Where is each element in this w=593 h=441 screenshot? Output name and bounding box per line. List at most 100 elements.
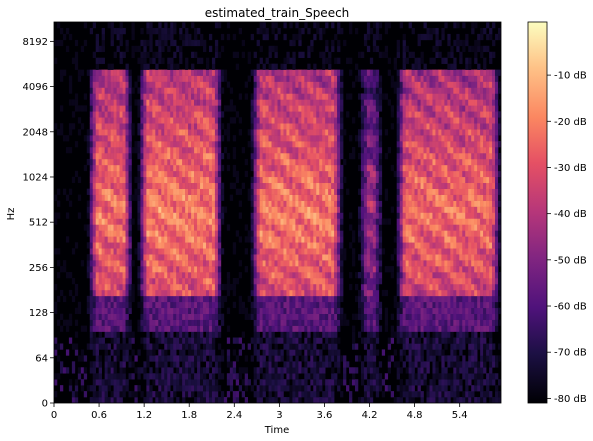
spectrogram-cell — [173, 307, 177, 314]
spectrogram-cell — [119, 158, 123, 166]
spectrogram-cell — [229, 361, 234, 368]
spectrogram-cell — [205, 87, 210, 94]
spectrogram-cell — [164, 385, 168, 392]
spectrogram-cell — [158, 289, 162, 297]
spectrogram-cell — [158, 170, 162, 178]
spectrogram-cell — [191, 277, 195, 285]
spectrogram-cell — [372, 367, 377, 374]
spectrogram-cell — [161, 141, 165, 148]
spectrogram-cell — [223, 295, 228, 303]
spectrogram-cell — [92, 319, 97, 326]
spectrogram-cell — [375, 69, 380, 76]
spectrogram-cell — [167, 147, 171, 154]
spectrogram-cell — [211, 272, 216, 279]
spectrogram-cell — [298, 331, 302, 338]
spectrogram-cell — [140, 123, 144, 130]
spectrogram-cell — [325, 391, 329, 398]
spectrogram-cell — [170, 391, 174, 398]
spectrogram-cell — [277, 147, 281, 154]
spectrogram-cell — [295, 319, 299, 326]
spectrogram-cell — [366, 397, 371, 403]
spectrogram-cell — [286, 236, 290, 243]
spectrogram-cell — [131, 22, 135, 29]
spectrogram-cell — [164, 141, 168, 148]
spectrogram-cell — [319, 93, 323, 100]
spectrogram-cell — [337, 105, 341, 112]
spectrogram-cell — [360, 230, 365, 237]
spectrogram-cell — [173, 319, 177, 326]
spectrogram-cell — [301, 123, 305, 130]
spectrogram-cell — [313, 331, 317, 338]
spectrogram-cell — [140, 200, 144, 207]
spectrogram-cell — [259, 164, 263, 172]
spectrogram-cell — [307, 170, 311, 178]
spectrogram-cell — [262, 373, 266, 380]
spectrogram-cell — [101, 87, 105, 94]
spectrogram-cell — [289, 147, 293, 154]
spectrogram-cell — [319, 289, 323, 297]
spectrogram-cell — [191, 123, 195, 130]
spectrogram-cell — [310, 69, 314, 76]
spectrogram-cell — [146, 277, 150, 285]
spectrogram-cell — [384, 307, 389, 314]
spectrogram-cell — [372, 206, 377, 213]
spectrogram-cell — [95, 141, 99, 148]
spectrogram-cell — [250, 230, 254, 237]
spectrogram-cell — [200, 39, 204, 47]
spectrogram-cell — [253, 289, 257, 297]
spectrogram-cell — [167, 45, 171, 53]
spectrogram-cell — [197, 218, 201, 225]
spectrogram-cell — [337, 218, 341, 225]
spectrogram-cell — [170, 182, 174, 189]
spectrogram-cell — [134, 391, 138, 398]
spectrogram-cell — [289, 39, 293, 47]
spectrogram-cell — [381, 248, 386, 255]
spectrogram-cell — [360, 81, 365, 88]
spectrogram-cell — [262, 379, 266, 386]
spectrogram-cell — [328, 164, 332, 172]
spectrogram-cell — [232, 283, 237, 291]
spectrogram-cell — [149, 111, 153, 118]
spectrogram-cell — [191, 230, 195, 237]
spectrogram-cell — [313, 385, 317, 392]
spectrogram-cell — [265, 123, 269, 130]
spectrogram-cell — [366, 254, 371, 261]
spectrogram-cell — [247, 313, 251, 320]
spectrogram-cell — [188, 135, 192, 142]
spectrogram-cell — [113, 379, 117, 386]
spectrogram-cell — [214, 158, 219, 166]
spectrogram-cell — [298, 93, 302, 100]
spectrogram-cell — [182, 135, 186, 142]
spectrogram-cell — [164, 152, 168, 160]
spectrogram-cell — [256, 111, 260, 118]
spectrogram-cell — [307, 373, 311, 380]
spectrogram-cell — [280, 135, 284, 142]
spectrogram-cell — [149, 93, 153, 100]
spectrogram-cell — [89, 397, 94, 403]
spectrogram-cell — [310, 81, 314, 88]
spectrogram-cell — [274, 343, 278, 350]
spectrogram-cell — [265, 27, 269, 35]
spectrogram-cell — [197, 295, 201, 303]
spectrogram-cell — [104, 75, 108, 82]
spectrogram-cell — [176, 117, 180, 124]
spectrogram-cell — [325, 182, 329, 189]
spectrogram-cell — [286, 182, 290, 189]
spectrogram-cell — [86, 343, 91, 350]
spectrogram-cell — [113, 301, 117, 309]
spectrogram-cell — [250, 164, 254, 172]
spectrogram-cell — [253, 349, 257, 356]
spectrogram-cell — [211, 69, 216, 76]
spectrogram-cell — [363, 129, 368, 136]
spectrogram-cell — [244, 224, 248, 231]
spectrogram-cell — [289, 295, 293, 303]
spectrogram-cell — [200, 93, 204, 100]
spectrogram-cell — [179, 51, 183, 59]
spectrogram-cell — [185, 75, 189, 82]
spectrogram-cell — [158, 105, 162, 112]
spectrogram-cell — [277, 242, 281, 249]
spectrogram-cell — [191, 295, 195, 303]
spectrogram-cell — [331, 99, 335, 106]
spectrogram-cell — [214, 69, 219, 76]
spectrogram-cell — [292, 170, 296, 178]
